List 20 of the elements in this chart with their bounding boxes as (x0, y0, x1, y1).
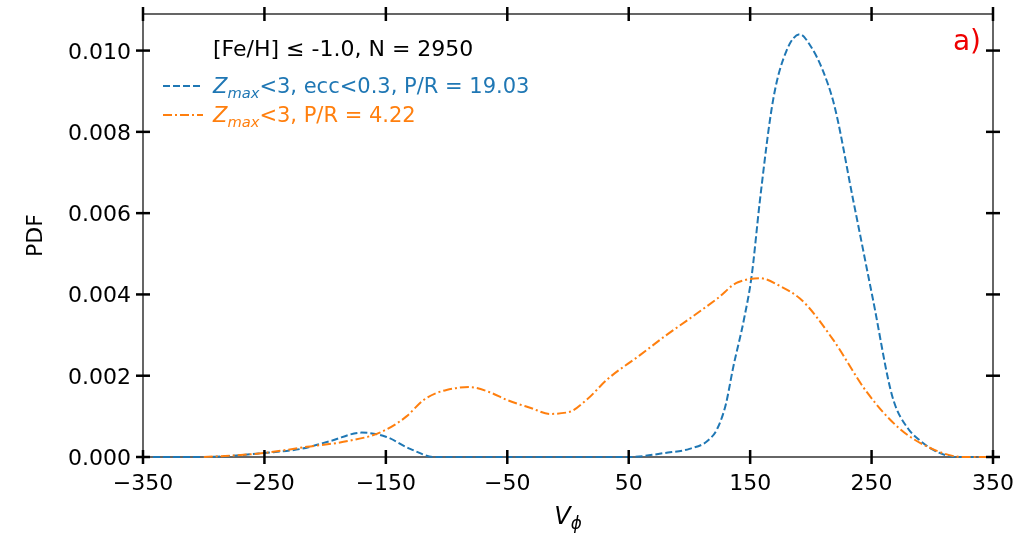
y-axis-title: PDF (22, 214, 47, 257)
x-tick-label: 150 (729, 470, 772, 495)
y-tick-label: 0.008 (68, 119, 131, 145)
x-tick-label: −250 (234, 470, 295, 495)
legend-label: Z$_{max}$<3, P/R = 4.22 (212, 103, 416, 130)
x-tick-label: 350 (972, 470, 1014, 495)
y-tick-label: 0.004 (68, 282, 131, 308)
legend-title: [Fe/H] ≤ -1.0, N = 2950 (213, 36, 474, 61)
x-tick-label: 50 (614, 470, 643, 495)
x-axis-title: V$_{ϕ}$ (554, 502, 582, 534)
annotation: a) (952, 24, 981, 57)
x-tick-label: 250 (850, 470, 893, 495)
y-tick-label: 0.006 (68, 201, 131, 227)
x-tick-label: −50 (484, 470, 531, 495)
x-tick-label: −150 (355, 470, 417, 495)
legend-label: Z$_{max}$<3, ecc<0.3, P/R = 19.03 (212, 74, 530, 101)
y-tick-label: 0.002 (68, 363, 131, 389)
x-tick-label: −350 (112, 470, 174, 495)
y-tick-label: 0.010 (68, 38, 131, 64)
y-tick-label: 0.000 (68, 445, 131, 470)
